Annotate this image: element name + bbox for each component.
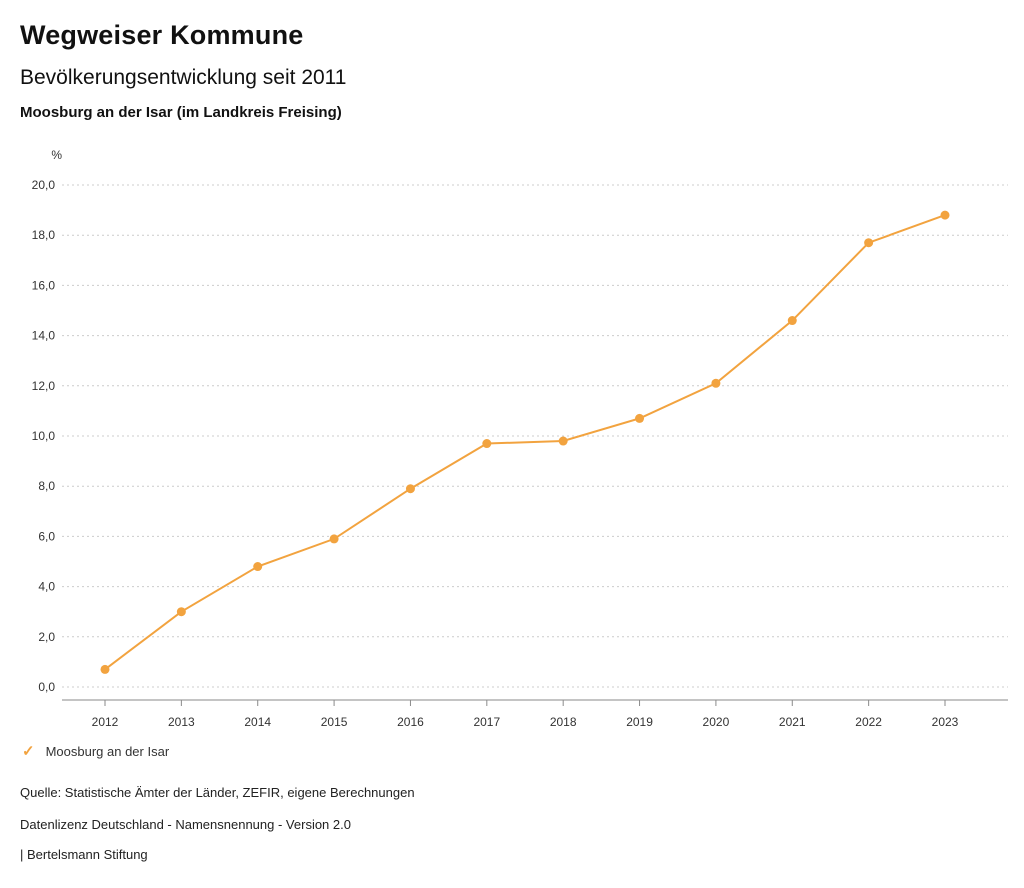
legend-label: Moosburg an der Isar (45, 744, 170, 759)
svg-text:10,0: 10,0 (32, 429, 56, 443)
svg-text:2021: 2021 (779, 715, 806, 729)
brand-text: | Bertelsmann Stiftung (20, 847, 148, 862)
svg-text:2,0: 2,0 (38, 630, 55, 644)
svg-text:6,0: 6,0 (38, 529, 55, 543)
population-line-chart: % 0,0 2,0 4,0 6,0 8,0 10,0 12,0 14,0 16,0 18,0 20,0… (0, 143, 1024, 733)
svg-text:2018: 2018 (550, 715, 577, 729)
svg-text:18,0: 18,0 (32, 228, 56, 242)
svg-text:4,0: 4,0 (38, 580, 55, 594)
svg-text:20,0: 20,0 (32, 178, 56, 192)
svg-text:2019: 2019 (626, 715, 653, 729)
source-text: Quelle: Statistische Ämter der Länder, Z… (20, 785, 415, 800)
svg-text:16,0: 16,0 (32, 278, 56, 292)
svg-text:0,0: 0,0 (38, 680, 55, 694)
svg-text:2014: 2014 (244, 715, 271, 729)
legend-item-moosburg[interactable]: ✓ Moosburg an der Isar (22, 744, 169, 759)
svg-text:%: % (51, 148, 62, 162)
svg-text:8,0: 8,0 (38, 479, 55, 493)
license-text: Datenlizenz Deutschland - Namensnennung … (20, 817, 351, 832)
svg-text:2013: 2013 (168, 715, 195, 729)
svg-text:2016: 2016 (397, 715, 424, 729)
chart-canvas: % 0,0 2,0 4,0 6,0 8,0 10,0 12,0 14,0 16,0 18,0 20,0… (32, 148, 1008, 729)
svg-text:2023: 2023 (932, 715, 959, 729)
svg-text:2022: 2022 (855, 715, 882, 729)
svg-text:2020: 2020 (703, 715, 730, 729)
app-title: Wegweiser Kommune (20, 20, 304, 50)
svg-text:12,0: 12,0 (32, 379, 56, 393)
svg-text:2017: 2017 (473, 715, 500, 729)
chart-title: Bevölkerungsentwicklung seit 2011 (20, 66, 347, 89)
legend-check-icon: ✓ (22, 743, 35, 760)
svg-text:2012: 2012 (92, 715, 119, 729)
svg-text:14,0: 14,0 (32, 329, 56, 343)
svg-text:2015: 2015 (321, 715, 348, 729)
chart-region-subtitle: Moosburg an der Isar (im Landkreis Freis… (20, 104, 342, 121)
